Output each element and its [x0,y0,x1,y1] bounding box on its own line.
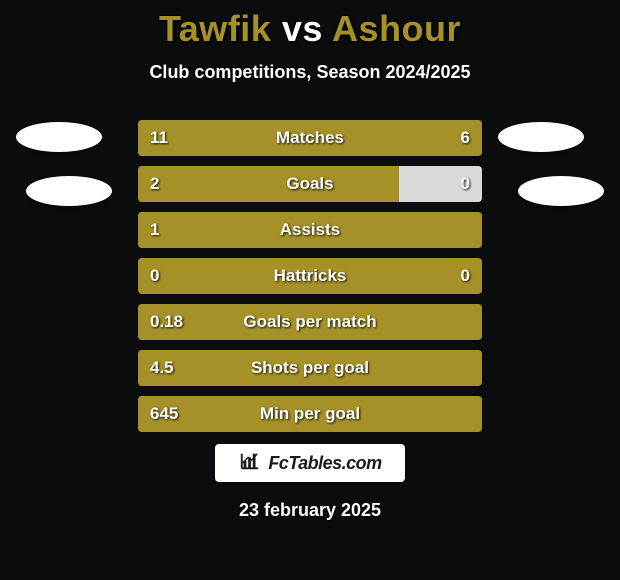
stats-bars: 11Matches62Goals01Assists0Hattricks00.18… [138,120,482,442]
stat-row: 4.5Shots per goal [138,350,482,386]
date: 23 february 2025 [0,500,620,521]
stat-value-right: 6 [461,120,470,156]
stat-row: 1Assists [138,212,482,248]
stat-label: Hattricks [138,258,482,294]
badge-ellipse [26,176,112,206]
badge-ellipse [16,122,102,152]
player2-name: Ashour [332,8,461,49]
stat-row: 0.18Goals per match [138,304,482,340]
stat-label: Shots per goal [138,350,482,386]
stat-row: 2Goals0 [138,166,482,202]
stat-value-right: 0 [461,166,470,202]
title-vs: vs [282,8,323,49]
stat-row: 11Matches6 [138,120,482,156]
chart-icon [238,450,262,477]
stat-label: Min per goal [138,396,482,432]
watermark: FcTables.com [215,444,405,482]
stat-label: Goals [138,166,482,202]
watermark-text: FcTables.com [268,453,381,474]
badge-ellipse [518,176,604,206]
player1-name: Tawfik [159,8,271,49]
comparison-card: Tawfik vs Ashour Club competitions, Seas… [0,0,620,580]
stat-value-right: 0 [461,258,470,294]
stat-label: Assists [138,212,482,248]
subtitle: Club competitions, Season 2024/2025 [0,62,620,83]
title: Tawfik vs Ashour [0,8,620,50]
stat-row: 0Hattricks0 [138,258,482,294]
stat-label: Matches [138,120,482,156]
stat-row: 645Min per goal [138,396,482,432]
stat-label: Goals per match [138,304,482,340]
badge-ellipse [498,122,584,152]
